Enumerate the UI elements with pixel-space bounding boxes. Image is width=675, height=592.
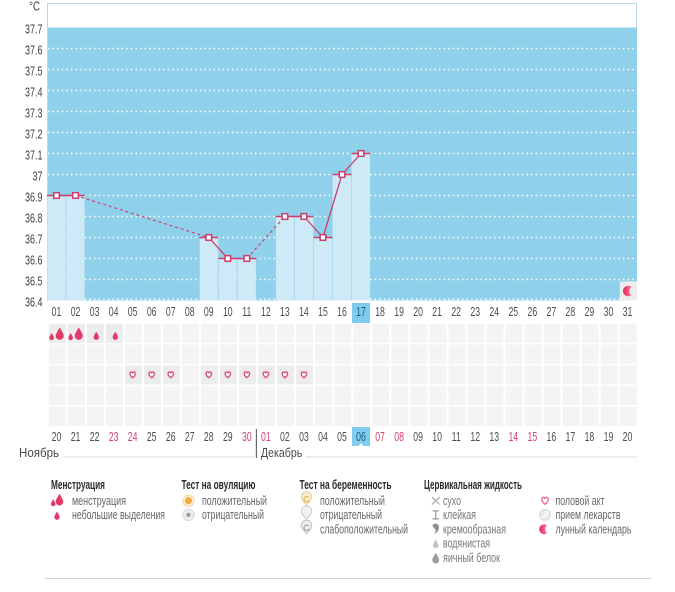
svg-text:17: 17 xyxy=(356,305,366,319)
svg-text:30: 30 xyxy=(242,430,252,444)
svg-text:03: 03 xyxy=(299,430,309,444)
svg-text:20: 20 xyxy=(413,305,423,319)
svg-text:положительный: положительный xyxy=(320,494,385,508)
svg-text:14: 14 xyxy=(299,305,309,319)
svg-text:22: 22 xyxy=(90,430,100,444)
svg-text:05: 05 xyxy=(337,430,347,444)
svg-text:положительный: положительный xyxy=(202,494,267,508)
svg-text:36.9: 36.9 xyxy=(25,190,43,204)
svg-text:28: 28 xyxy=(566,305,576,319)
svg-text:37.5: 37.5 xyxy=(25,64,43,78)
svg-text:сухо: сухо xyxy=(443,494,461,508)
svg-text:05: 05 xyxy=(128,305,138,319)
svg-text:Ноябрь: Ноябрь xyxy=(19,445,59,460)
svg-text:04: 04 xyxy=(109,305,119,319)
svg-text:37.7: 37.7 xyxy=(25,22,43,36)
svg-text:Тест на овуляцию: Тест на овуляцию xyxy=(182,478,256,492)
svg-text:36.4: 36.4 xyxy=(25,295,43,309)
svg-text:Декабрь: Декабрь xyxy=(261,445,303,460)
svg-text:06: 06 xyxy=(147,305,157,319)
svg-text:14: 14 xyxy=(508,430,518,444)
svg-text:36.7: 36.7 xyxy=(25,232,43,246)
svg-text:09: 09 xyxy=(204,305,214,319)
svg-text:29: 29 xyxy=(223,430,233,444)
svg-text:23: 23 xyxy=(470,305,480,319)
svg-text:лунный календарь: лунный календарь xyxy=(556,522,632,536)
svg-text:отрицательный: отрицательный xyxy=(202,508,264,522)
svg-text:25: 25 xyxy=(508,305,518,319)
svg-text:37: 37 xyxy=(33,169,43,183)
svg-text:25: 25 xyxy=(147,430,157,444)
svg-text:09: 09 xyxy=(413,430,423,444)
svg-text:28: 28 xyxy=(204,430,214,444)
svg-text:36.8: 36.8 xyxy=(25,211,43,225)
svg-text:21: 21 xyxy=(71,430,81,444)
svg-text:15: 15 xyxy=(527,430,537,444)
svg-text:24: 24 xyxy=(489,305,499,319)
svg-text:кремообразная: кремообразная xyxy=(443,522,506,536)
svg-text:37.2: 37.2 xyxy=(25,127,43,141)
svg-text:36.6: 36.6 xyxy=(25,253,43,267)
svg-text:12: 12 xyxy=(261,305,271,319)
svg-text:°C: °C xyxy=(29,0,40,14)
svg-text:13: 13 xyxy=(280,305,290,319)
svg-text:26: 26 xyxy=(166,430,176,444)
svg-text:30: 30 xyxy=(604,305,614,319)
svg-text:водянистая: водянистая xyxy=(443,537,490,551)
svg-text:27: 27 xyxy=(547,305,557,319)
svg-text:37.4: 37.4 xyxy=(25,85,43,99)
svg-text:24: 24 xyxy=(128,430,138,444)
svg-text:37.6: 37.6 xyxy=(25,43,43,57)
svg-text:07: 07 xyxy=(375,430,385,444)
svg-text:01: 01 xyxy=(52,305,62,319)
svg-text:08: 08 xyxy=(394,430,404,444)
svg-text:23: 23 xyxy=(109,430,119,444)
svg-text:04: 04 xyxy=(318,430,328,444)
svg-text:20: 20 xyxy=(52,430,62,444)
svg-text:19: 19 xyxy=(604,430,614,444)
svg-text:22: 22 xyxy=(451,305,461,319)
svg-text:08: 08 xyxy=(185,305,195,319)
svg-text:37.1: 37.1 xyxy=(25,148,43,162)
svg-text:13: 13 xyxy=(489,430,499,444)
svg-text:Менструация: Менструация xyxy=(51,478,105,492)
svg-text:менструация: менструация xyxy=(72,494,126,508)
svg-text:17: 17 xyxy=(566,430,576,444)
svg-text:прием лекарств: прием лекарств xyxy=(556,508,621,522)
svg-text:12: 12 xyxy=(470,430,480,444)
svg-text:10: 10 xyxy=(223,305,233,319)
svg-text:07: 07 xyxy=(166,305,176,319)
svg-text:10: 10 xyxy=(432,430,442,444)
svg-text:16: 16 xyxy=(337,305,347,319)
svg-text:02: 02 xyxy=(71,305,81,319)
svg-text:31: 31 xyxy=(623,305,633,319)
svg-text:клейкая: клейкая xyxy=(443,508,476,522)
svg-text:слабоположительный: слабоположительный xyxy=(320,522,408,536)
svg-text:Цервикальная жидкость: Цервикальная жидкость xyxy=(424,478,522,492)
svg-text:37.3: 37.3 xyxy=(25,106,43,120)
svg-text:01: 01 xyxy=(261,430,271,444)
svg-text:11: 11 xyxy=(452,430,461,444)
svg-text:06: 06 xyxy=(356,430,366,444)
svg-text:18: 18 xyxy=(585,430,595,444)
svg-text:02: 02 xyxy=(280,430,290,444)
svg-text:27: 27 xyxy=(185,430,195,444)
svg-text:18: 18 xyxy=(375,305,385,319)
svg-text:отрицательный: отрицательный xyxy=(320,508,382,522)
svg-text:11: 11 xyxy=(242,305,251,319)
svg-text:половой акт: половой акт xyxy=(556,494,605,508)
svg-text:яичный белок: яичный белок xyxy=(443,551,500,565)
svg-text:19: 19 xyxy=(394,305,404,319)
svg-text:15: 15 xyxy=(318,305,328,319)
svg-text:03: 03 xyxy=(90,305,100,319)
svg-text:Тест на беременность: Тест на беременность xyxy=(300,478,392,492)
svg-text:16: 16 xyxy=(547,430,557,444)
svg-text:29: 29 xyxy=(585,305,595,319)
svg-text:20: 20 xyxy=(623,430,633,444)
svg-text:21: 21 xyxy=(432,305,442,319)
svg-text:26: 26 xyxy=(527,305,537,319)
svg-text:небольшие выделения: небольшие выделения xyxy=(72,508,165,522)
svg-text:36.5: 36.5 xyxy=(25,274,43,288)
